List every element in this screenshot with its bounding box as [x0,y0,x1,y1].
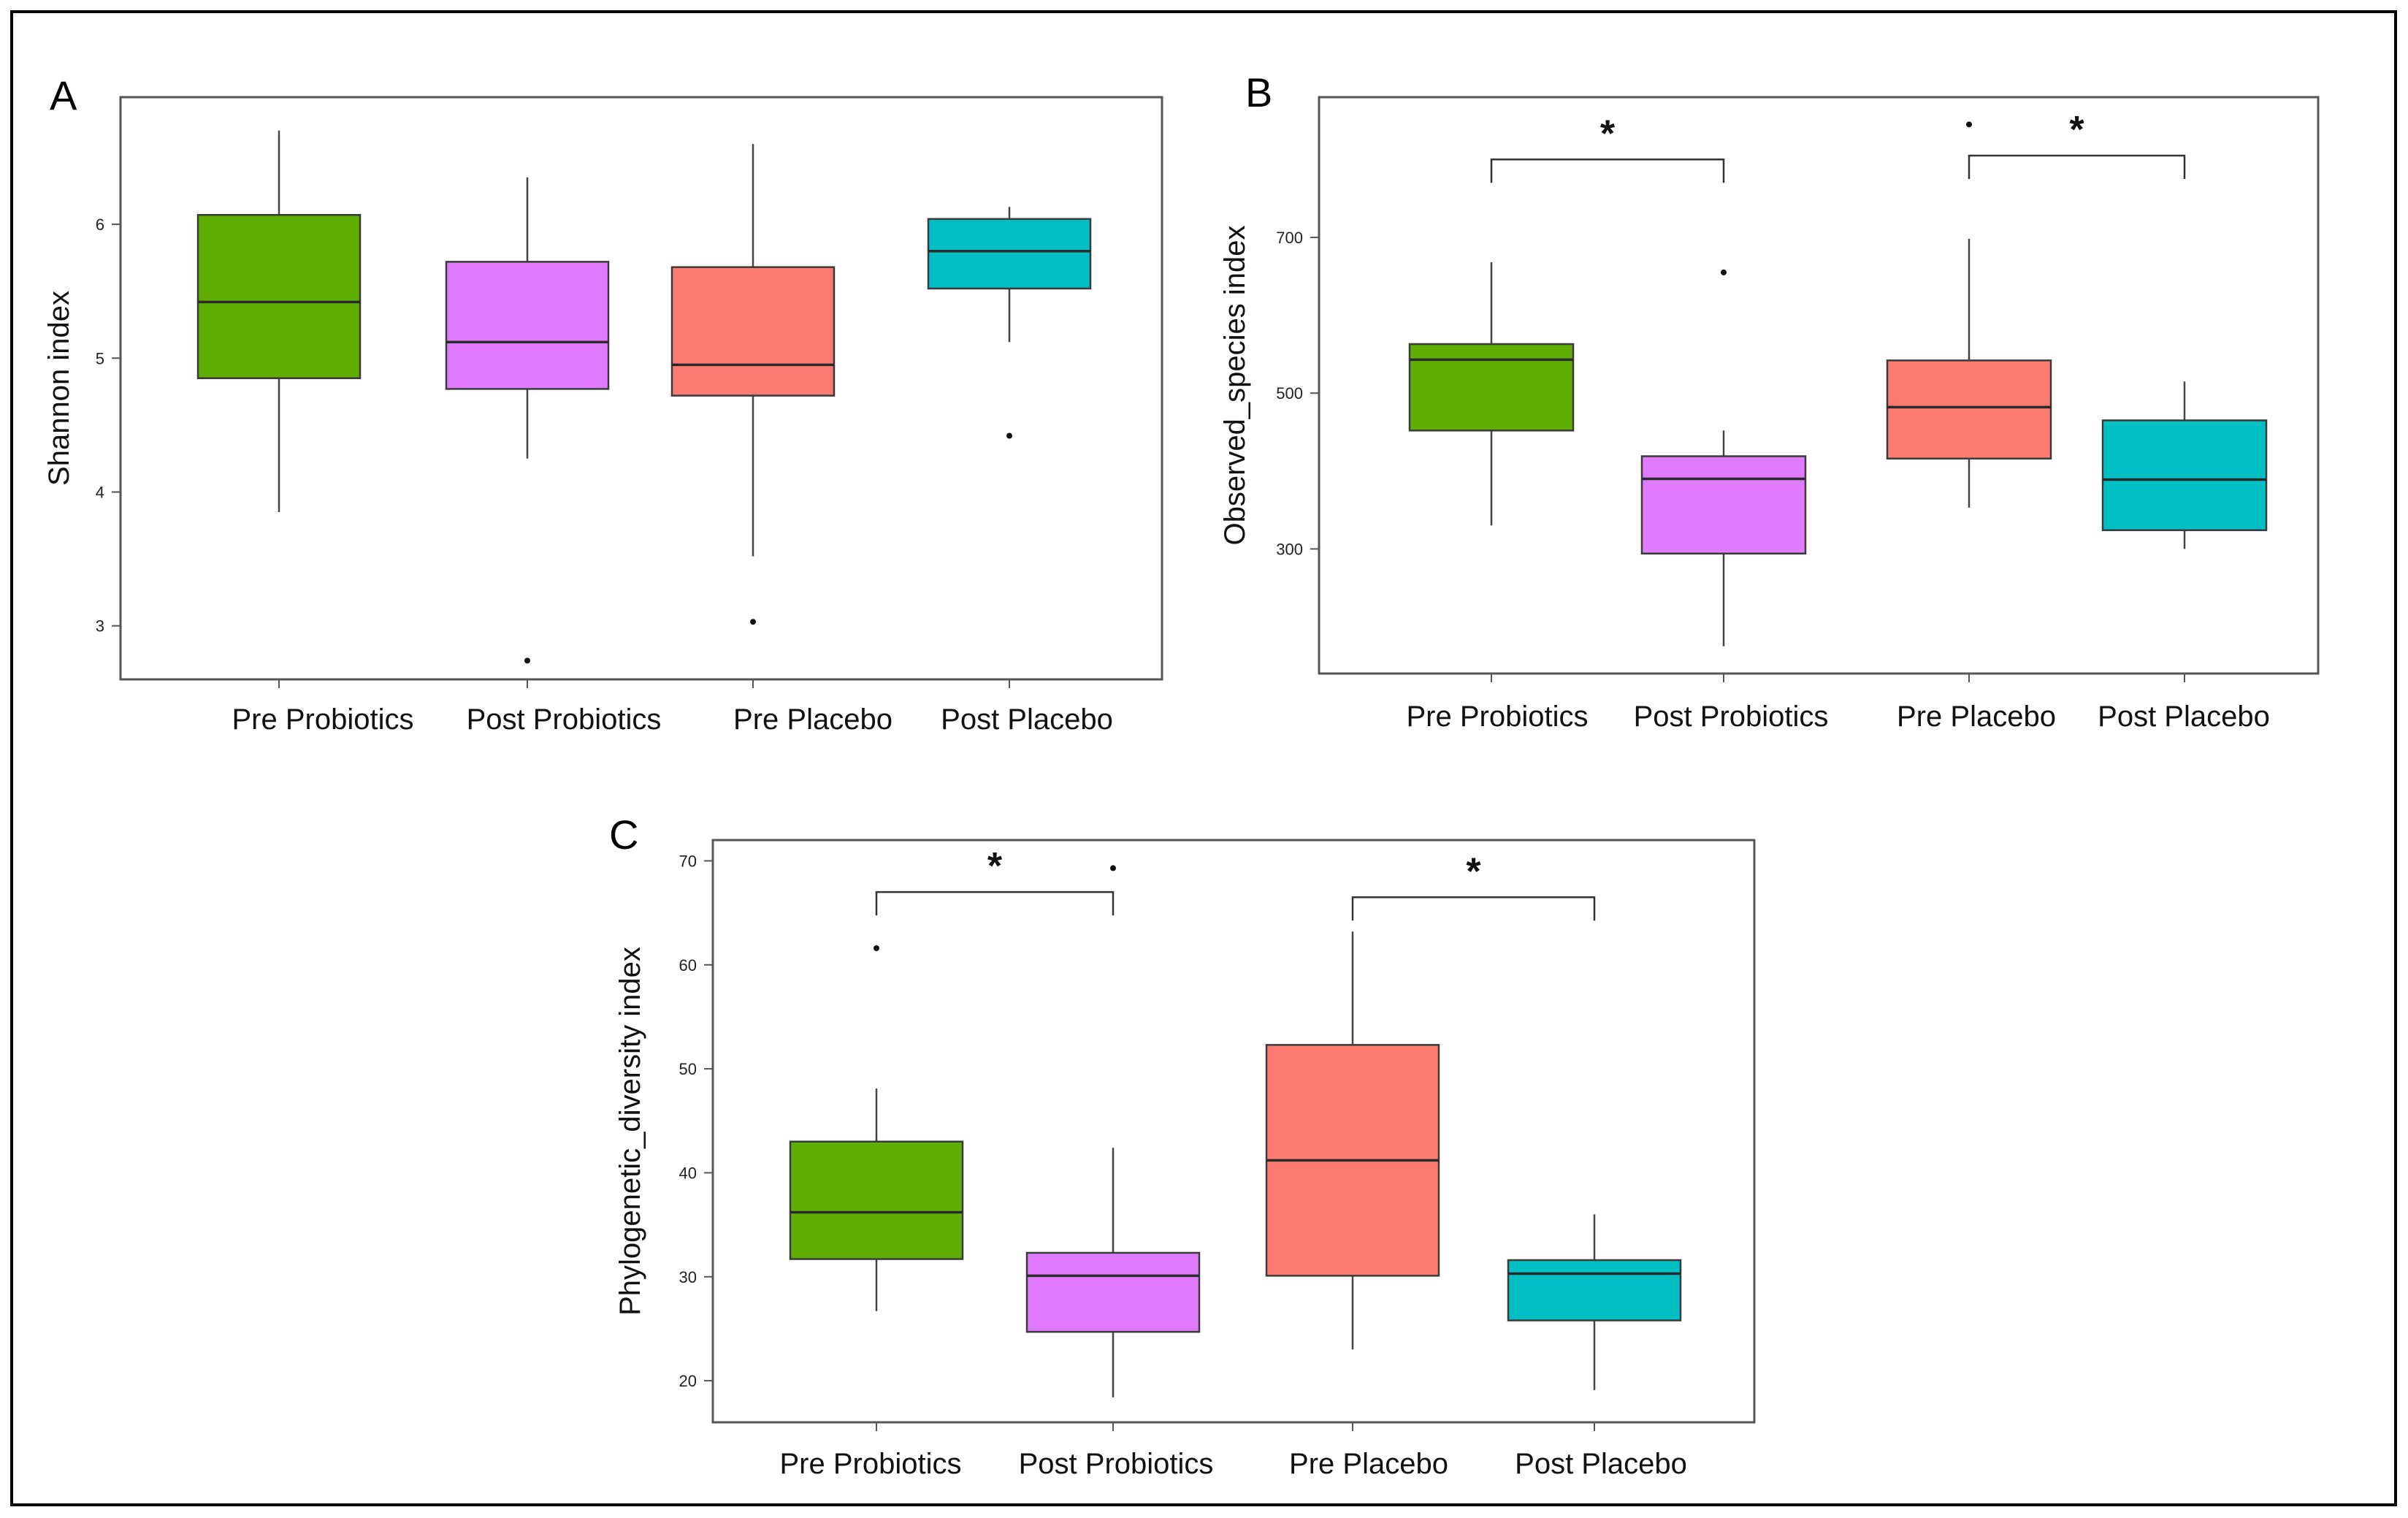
significance-bracket: * [1490,112,1725,183]
figure-frame [10,10,2397,1506]
category-label: Pre Placebo [1897,701,2056,733]
significance-star: * [2069,109,2084,151]
y-tick-label: 4 [96,483,104,501]
box-body [927,218,1092,290]
category-label: Post Placebo [2098,701,2270,733]
box-body [2101,419,2268,532]
y-axis-title: Shannon index [43,291,75,486]
plot-frame [1318,96,2320,675]
y-tick-label: 3 [96,617,104,636]
y-tick-label: 20 [679,1372,697,1390]
significance-bracket: * [1968,109,2186,179]
bracket-line [875,890,1115,916]
box-post-probiotics [1025,865,1201,1431]
box-body [1640,455,1807,555]
y-tick-label: 700 [1276,229,1303,247]
box-pre-probiotics [1408,262,1575,682]
category-label: Post Placebo [941,703,1113,736]
panel-c: C 20 30 40 50 60 70 Phylogenetic_diversity inde… [609,812,1756,1480]
category-label: Pre Placebo [733,703,893,736]
box-post-probiotics [1640,269,1807,682]
y-tick-label: 300 [1276,540,1303,558]
plot-frame [119,96,1163,681]
outlier-point [874,945,879,952]
y-tick-label: 40 [679,1164,697,1182]
box-pre-placebo [670,144,836,688]
box-body [196,213,362,380]
bracket-line [1351,896,1596,921]
box-post-placebo [2101,381,2268,682]
outlier-point [1006,432,1012,439]
significance-star: * [987,845,1003,888]
bracket-line [1968,154,2186,179]
significance-bracket: * [1351,850,1596,921]
plot-frame [711,839,1756,1424]
box-post-probiotics [445,177,610,688]
panel-letter: C [609,812,638,858]
box-body [670,266,836,397]
panel-letter: A [50,72,77,118]
significance-star: * [1466,850,1481,893]
y-axis-title: Phylogenetic_diversity index [614,947,646,1316]
outlier-point [1110,865,1116,871]
y-tick-label: 30 [679,1268,697,1286]
category-label: Pre Probiotics [780,1448,962,1480]
y-tick-label: 60 [679,956,697,975]
outlier-point [524,657,530,664]
y-tick-label: 500 [1276,384,1303,403]
panel-b: B 300 500 700 Observed_species index Pre Prob… [1219,69,2320,733]
y-axis-title: Observed_species index [1219,225,1251,545]
significance-star: * [1600,112,1616,155]
box-body [1408,343,1575,432]
y-tick-label: 5 [96,349,104,367]
category-label: Pre Probiotics [1407,701,1589,733]
box-body [1025,1251,1201,1333]
category-label: Pre Probiotics [232,703,414,736]
box-pre-probiotics [789,945,964,1431]
y-tick-label: 6 [96,216,104,234]
y-tick-label: 70 [679,852,697,870]
category-label: Post Probiotics [1634,701,1829,733]
bracket-line [1490,159,1725,183]
panel-letter: B [1245,69,1272,115]
box-body [789,1140,964,1260]
category-label: Post Probiotics [1019,1448,1214,1480]
category-label: Post Placebo [1515,1448,1687,1480]
box-body [445,261,610,390]
box-pre-placebo [1886,121,2052,682]
significance-bracket: * [875,845,1115,916]
panel-a: A 3 4 5 6 Shannon index Pre Probiotics Post Pro… [43,72,1163,736]
outlier-point [750,619,756,625]
box-body [1886,359,2052,459]
y-tick-label: 50 [679,1060,697,1078]
box-pre-probiotics [196,130,362,688]
category-label: Post Probiotics [467,703,662,736]
category-label: Pre Placebo [1289,1448,1448,1480]
outlier-point [1966,121,1972,128]
box-pre-placebo [1265,931,1440,1431]
box-body [1507,1259,1682,1321]
box-post-placebo [1507,1214,1682,1431]
outlier-point [1721,269,1727,275]
box-post-placebo [927,207,1092,688]
